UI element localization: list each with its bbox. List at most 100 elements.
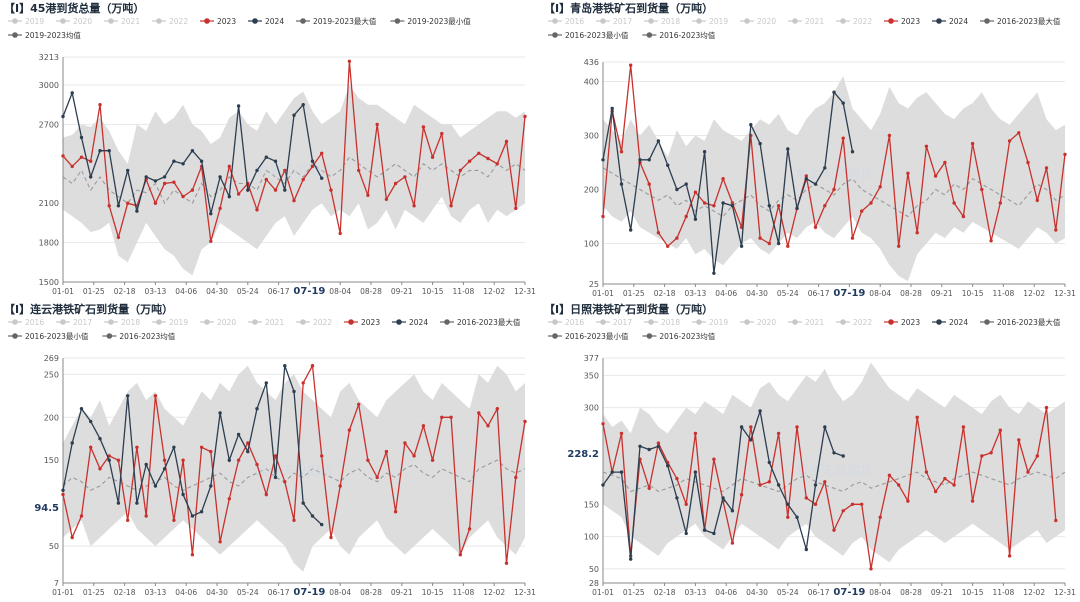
data-point-2023: [347, 428, 352, 432]
data-point-2024: [144, 462, 148, 467]
data-point-2023: [79, 155, 84, 159]
x-tick-label: 12-31: [1054, 588, 1076, 597]
legend-label: 2018: [661, 318, 680, 327]
data-point-2024: [804, 547, 808, 552]
data-point-2024: [795, 515, 799, 519]
data-point-2023: [915, 231, 919, 235]
data-point-2023: [338, 231, 342, 236]
data-point-2024: [310, 159, 315, 163]
data-point-2023: [786, 244, 790, 248]
legend-label: 2017: [73, 318, 92, 327]
x-tick-label: 10-15: [962, 289, 984, 298]
data-point-2024: [804, 177, 808, 181]
x-tick-label: 06-17: [808, 289, 830, 298]
data-point-2024: [693, 470, 698, 474]
data-point-2023: [619, 150, 624, 154]
data-point-2023: [1054, 518, 1058, 523]
data-point-2024: [629, 228, 633, 232]
data-point-2023: [924, 144, 929, 148]
x-tick-label: 12-02: [1023, 588, 1045, 597]
data-point-2023: [458, 168, 462, 173]
legend-marker: [12, 32, 18, 38]
legend-label: 2023: [901, 318, 920, 327]
data-point-2023: [906, 171, 910, 175]
legend-marker: [696, 18, 702, 24]
data-point-2024: [629, 557, 633, 561]
y-tick-label: 100: [584, 239, 599, 248]
data-point-2024: [190, 149, 195, 153]
data-point-2024: [255, 407, 259, 411]
data-point-2023: [440, 415, 444, 419]
x-tick-label: 09-21: [931, 289, 953, 298]
data-point-2023: [933, 489, 938, 494]
data-point-2023: [850, 236, 855, 240]
data-point-2024: [813, 182, 818, 186]
data-point-2024: [610, 470, 614, 474]
chart-title: 【I】日照港铁矿石到货量（万吨）: [544, 302, 713, 316]
data-point-2023: [878, 185, 882, 189]
data-point-2024: [684, 182, 688, 186]
x-tick-label: 01-01: [52, 287, 74, 296]
legend-marker: [840, 18, 846, 24]
data-point-2024: [273, 159, 278, 163]
legend-label: 2022: [169, 17, 188, 26]
data-point-2024: [619, 470, 624, 474]
data-point-2023: [218, 540, 222, 544]
data-point-2024: [721, 201, 725, 205]
data-point-2023: [320, 151, 324, 155]
chart-title: 【I】青岛港铁矿石到货量（万吨）: [544, 1, 713, 15]
data-point-2023: [693, 431, 698, 436]
data-point-2023: [1044, 405, 1049, 410]
x-tick-label: 01-25: [623, 289, 645, 298]
x-tick-label: 07-19: [293, 587, 325, 598]
data-point-2023: [486, 156, 490, 161]
data-point-2023: [403, 441, 407, 445]
data-point-2023: [933, 174, 938, 178]
legend-marker: [394, 18, 401, 24]
data-point-2024: [190, 514, 195, 518]
legend-marker: [984, 18, 990, 24]
y-tick-label: 7: [54, 579, 59, 588]
legend-marker: [648, 319, 654, 325]
legend-marker: [252, 18, 258, 24]
x-tick-label: 02-18: [654, 289, 676, 298]
data-point-2023: [172, 518, 176, 522]
data-point-2024: [739, 425, 744, 429]
data-point-2023: [421, 125, 426, 129]
data-point-2024: [153, 179, 158, 183]
data-point-2023: [712, 457, 716, 461]
x-tick-label: 04-30: [206, 588, 228, 597]
x-tick-label: 05-24: [777, 588, 799, 597]
y-tick-label: 1500: [39, 278, 59, 287]
data-point-2023: [647, 182, 651, 186]
data-point-2023: [943, 160, 947, 165]
y-tick-label: 3000: [39, 81, 59, 90]
y-tick-label: 400: [584, 77, 599, 86]
data-point-2023: [523, 114, 527, 119]
data-point-2023: [384, 197, 389, 201]
x-tick-label: 10-15: [962, 588, 984, 597]
data-point-2023: [375, 475, 379, 480]
data-point-2023: [209, 239, 213, 243]
data-point-2024: [107, 458, 111, 462]
data-point-2023: [135, 445, 139, 449]
x-tick-label: 03-13: [145, 287, 167, 296]
data-point-2023: [61, 492, 65, 497]
data-point-2023: [320, 454, 324, 458]
legend-label: 2019: [709, 17, 728, 26]
data-point-2023: [786, 515, 790, 519]
data-point-2023: [804, 174, 808, 178]
legend-label: 2023: [901, 17, 920, 26]
data-point-2023: [601, 214, 605, 219]
y-tick-label: 3213: [39, 53, 59, 62]
data-point-2023: [878, 515, 882, 519]
data-point-2023: [310, 164, 315, 169]
data-point-2023: [1026, 160, 1030, 165]
data-point-2024: [301, 103, 305, 107]
data-point-2023: [449, 204, 453, 208]
data-point-2023: [384, 449, 389, 454]
x-tick-label: 08-28: [360, 588, 382, 597]
data-point-2023: [190, 553, 195, 557]
data-point-2024: [841, 454, 845, 458]
legend-marker: [552, 18, 558, 24]
